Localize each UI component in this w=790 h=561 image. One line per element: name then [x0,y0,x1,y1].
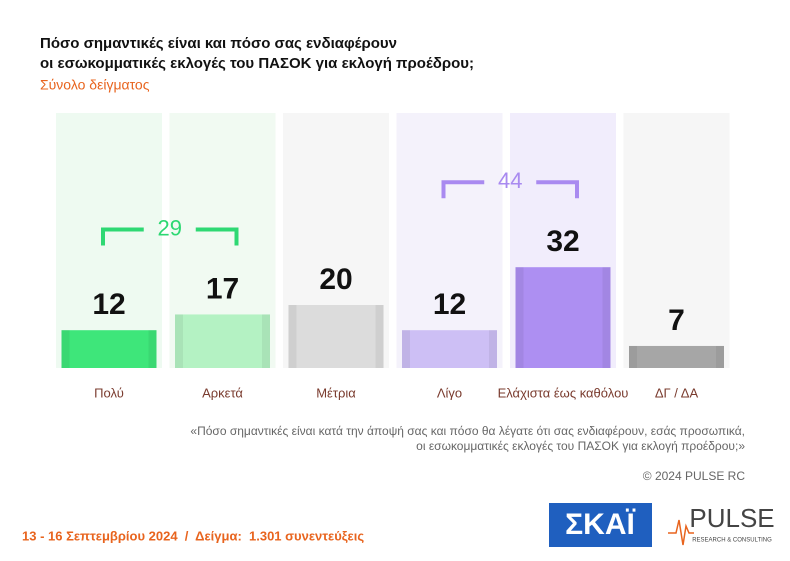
value-label: 7 [668,304,685,337]
pulse-icon [668,519,694,546]
column-bg [396,113,503,368]
bar [61,330,157,368]
bar-shade [61,330,70,368]
value-label: 17 [206,272,239,305]
bar-shade [489,330,497,368]
value-label: 20 [319,263,352,296]
note: «Πόσο σημαντικές είναι κατά την άποψή σα… [190,424,745,438]
column-bg [56,113,162,368]
bar [288,305,384,368]
bar-shade [375,305,384,368]
value-label: 12 [92,288,125,321]
bar [402,330,497,368]
bracket-label: 44 [498,168,522,193]
note: οι εσωκομματικές εκλογές του ΠΑΣΟΚ για ε… [416,439,745,453]
chart-subtitle: Σύνολο δείγματος [40,77,150,93]
skai-logo [549,503,652,547]
column-bg [623,113,730,368]
pulse-text: PULSE [689,503,774,533]
copyright: © 2024 PULSE RC [643,469,746,483]
bracket [101,227,239,246]
bar [629,345,724,368]
bar [515,267,611,368]
bar-shade [629,345,637,368]
bar-shade [716,345,724,368]
x-tick-label: Πολύ [94,385,124,400]
bar-shade [402,330,410,368]
chart-title: οι εσωκομματικές εκλογές του ΠΑΣΟΚ για ε… [40,55,474,72]
x-tick-label: Λίγο [437,385,462,400]
x-tick-label: Ελάχιστα έως καθόλου [498,385,629,400]
bar [175,314,270,368]
pulse-sub: RESEARCH & CONSULTING [692,538,772,544]
bar-shade [602,267,611,368]
x-tick-label: Αρκετά [202,385,243,400]
value-label: 32 [546,225,579,258]
footer: 13 - 16 Σεπτεμβρίου 2024 / Δείγμα: 1.301… [22,528,364,543]
skai-text: ΣΚΑΪ [565,508,635,541]
x-tick-label: Μέτρια [316,385,356,400]
bar-shade [262,314,270,368]
bracket [441,180,579,199]
value-label: 12 [433,288,466,321]
bar-shade [515,267,524,368]
bar-shade [175,314,183,368]
bracket-label: 29 [158,215,182,240]
bar-shade [288,305,297,368]
bar-shade [148,330,157,368]
chart-title: Πόσο σημαντικές είναι και πόσο σας ενδια… [40,35,397,52]
x-tick-label: ΔΓ / ΔΑ [655,385,699,400]
